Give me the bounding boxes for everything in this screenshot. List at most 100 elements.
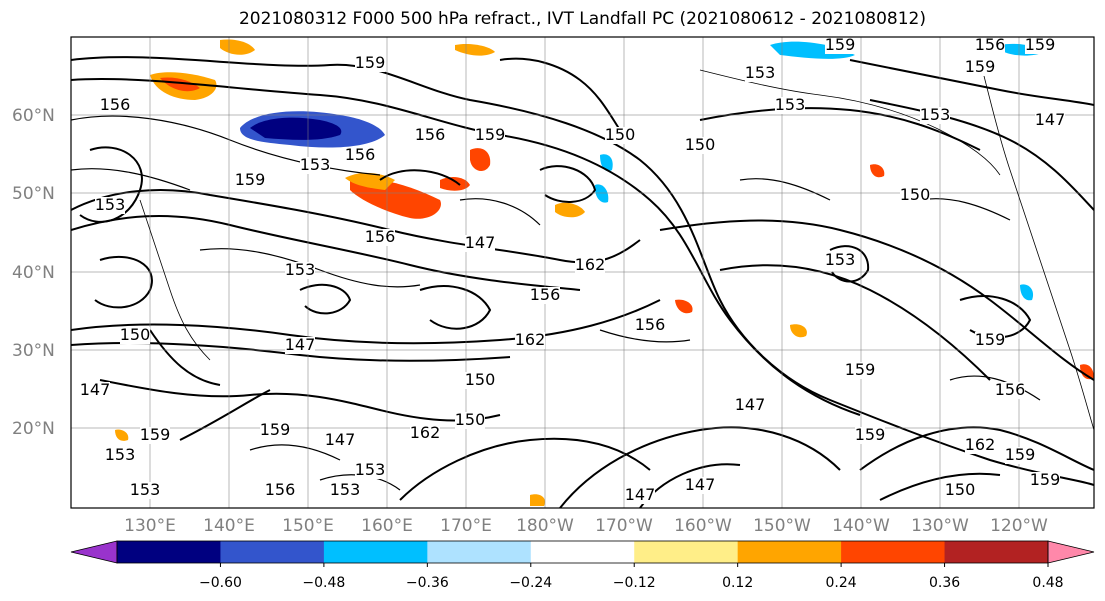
contour-label-background bbox=[1035, 112, 1065, 129]
contour-label-background bbox=[975, 37, 1005, 54]
contour-label-background bbox=[1030, 472, 1060, 489]
contour-label-background bbox=[455, 412, 485, 429]
refractivity-contours bbox=[71, 56, 1094, 508]
contour-label: 156 bbox=[530, 285, 561, 304]
contour-label: 156 bbox=[265, 480, 296, 499]
colorbar-swatch bbox=[220, 541, 325, 563]
contour-label-background bbox=[105, 447, 135, 464]
contour-label: 153 bbox=[330, 480, 361, 499]
contour-label: 150 bbox=[120, 325, 151, 344]
contour-label-background bbox=[745, 65, 775, 82]
lon-label: 150°W bbox=[753, 516, 811, 536]
contour-label-background bbox=[410, 425, 440, 442]
lat-label: 40°N bbox=[12, 263, 55, 283]
contour-label-background bbox=[130, 482, 160, 499]
contour-labels: 159 156 159 153 159 159 153 156 159 156 156 153 159 1… bbox=[80, 37, 1066, 504]
contour-label: 159 bbox=[1030, 470, 1061, 489]
colorbar bbox=[70, 540, 1095, 564]
lon-label: 120°W bbox=[990, 516, 1048, 536]
contour-label: 153 bbox=[825, 250, 856, 269]
contour-label: 159 bbox=[855, 425, 886, 444]
contour-label-background bbox=[80, 382, 110, 399]
contour-label: 159 bbox=[260, 420, 291, 439]
contour-label-background bbox=[855, 427, 885, 444]
contour-label-background bbox=[355, 55, 385, 72]
contour-label: 159 bbox=[475, 125, 506, 144]
colorbar-tick-label: −0.36 bbox=[406, 575, 449, 591]
lon-label: 160°E bbox=[361, 516, 413, 536]
longitude-labels: 130°E 140°E 150°E 160°E 170°E 180°W 170°… bbox=[124, 516, 1048, 536]
contour-label: 153 bbox=[920, 105, 951, 124]
contour-label: 147 bbox=[625, 485, 656, 504]
contour-label-background bbox=[365, 229, 395, 246]
contour-label-background bbox=[325, 432, 355, 449]
colorbar-tick-label: −0.24 bbox=[509, 575, 552, 591]
colorbar-tick-label: 0.48 bbox=[1032, 575, 1063, 591]
contour-label-background bbox=[825, 252, 855, 269]
contour-label-background bbox=[140, 427, 170, 444]
shaded-anomaly-layer bbox=[115, 39, 1094, 506]
contour-label: 159 bbox=[235, 170, 266, 189]
colorbar-tick-label: 0.12 bbox=[722, 575, 753, 591]
contour-label: 162 bbox=[515, 330, 546, 349]
contour-label-background bbox=[330, 482, 360, 499]
contour-label-background bbox=[465, 235, 495, 252]
contour-label-background bbox=[475, 127, 505, 144]
contour-label-background bbox=[575, 257, 605, 274]
contour-label-background bbox=[415, 127, 445, 144]
colorbar-tick-label: −0.60 bbox=[199, 575, 242, 591]
contour-label: 150 bbox=[900, 185, 931, 204]
lon-label: 130°W bbox=[911, 516, 969, 536]
colorbar-tick-label: 0.36 bbox=[929, 575, 960, 591]
contour-label-background bbox=[965, 437, 995, 454]
contour-label: 156 bbox=[635, 315, 666, 334]
contour-label-background bbox=[635, 317, 665, 334]
contour-label: 147 bbox=[1035, 110, 1066, 129]
contour-label: 150 bbox=[605, 125, 636, 144]
lon-label: 170°W bbox=[595, 516, 653, 536]
contour-label-background bbox=[515, 332, 545, 349]
contour-label: 162 bbox=[965, 435, 996, 454]
contour-label-background bbox=[845, 362, 875, 379]
chart-title: 2021080312 F000 500 hPa refract., IVT La… bbox=[238, 9, 926, 29]
lon-label: 140°E bbox=[203, 516, 255, 536]
contour-label-background bbox=[285, 337, 315, 354]
lat-label: 50°N bbox=[12, 184, 55, 204]
contour-label-background bbox=[120, 327, 150, 344]
contour-label-background bbox=[95, 197, 125, 214]
contour-label-background bbox=[975, 332, 1005, 349]
contour-label: 162 bbox=[575, 255, 606, 274]
contour-label-background bbox=[265, 482, 295, 499]
lon-label: 170°E bbox=[440, 516, 492, 536]
contour-label: 153 bbox=[95, 195, 126, 214]
contour-label-background bbox=[735, 397, 765, 414]
contour-label-background bbox=[900, 187, 930, 204]
contour-label: 159 bbox=[965, 57, 996, 76]
contour-label: 156 bbox=[345, 145, 376, 164]
contour-label-background bbox=[625, 487, 655, 504]
contour-label: 159 bbox=[355, 53, 386, 72]
contour-label-background bbox=[685, 477, 715, 494]
lon-label: 160°W bbox=[674, 516, 732, 536]
contour-label-background bbox=[965, 59, 995, 76]
lon-label: 130°E bbox=[124, 516, 176, 536]
contour-label-background bbox=[920, 107, 950, 124]
coastlines bbox=[139, 59, 1094, 431]
contour-label: 159 bbox=[975, 330, 1006, 349]
latitude-labels: 60°N 50°N 40°N 30°N 20°N bbox=[12, 106, 55, 439]
contour-label-background bbox=[945, 482, 975, 499]
contour-label-background bbox=[300, 157, 330, 174]
contour-label-background bbox=[345, 147, 375, 164]
contour-label: 156 bbox=[995, 380, 1026, 399]
contour-label-background bbox=[685, 137, 715, 154]
colorbar-swatch bbox=[634, 541, 739, 563]
contour-label: 147 bbox=[285, 335, 316, 354]
colorbar-swatch bbox=[530, 541, 635, 563]
contour-label: 153 bbox=[130, 480, 161, 499]
contour-label: 153 bbox=[745, 63, 776, 82]
colorbar-swatch bbox=[944, 541, 1049, 563]
map-content: 159 156 159 153 159 159 153 156 159 156 156 153 159 1… bbox=[71, 37, 1094, 508]
contour-label-background bbox=[775, 97, 805, 114]
contour-label-background bbox=[825, 37, 855, 54]
